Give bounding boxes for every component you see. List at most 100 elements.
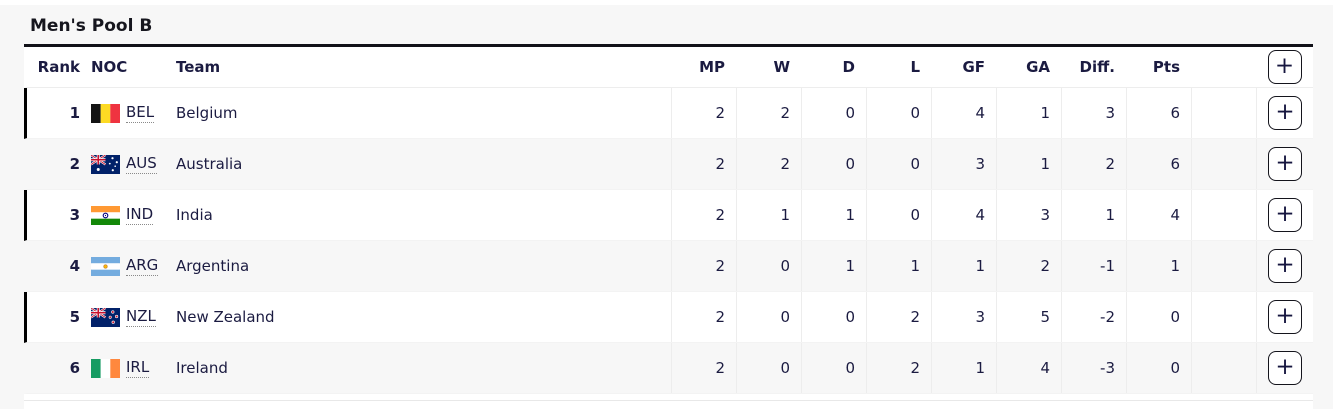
expand-all-button[interactable]: + [1267,50,1302,84]
stat-ga: 2 [996,241,1061,291]
header-rule [24,44,1313,47]
stat-d: 0 [801,343,866,393]
stat-w: 2 [736,88,801,138]
table-row: 5 [24,292,1313,343]
noc-code: AUS [126,153,157,174]
aus-flag-icon [91,154,120,174]
stat-w: 1 [736,190,801,240]
team-name: Australia [176,155,243,173]
stat-mp: 2 [671,343,736,393]
stat-l: 1 [866,241,931,291]
header-rank: Rank [37,58,80,76]
header-d: D [842,58,855,76]
row-spacer [1191,190,1256,240]
noc-code: ARG [126,255,159,276]
stat-ga: 5 [996,292,1061,342]
noc-code: BEL [126,102,155,123]
stat-d: 0 [801,139,866,189]
stat-w: 2 [736,139,801,189]
stat-gf: 3 [931,139,996,189]
stat-gf: 1 [931,343,996,393]
stat-l: 0 [866,88,931,138]
stat-gf: 4 [931,88,996,138]
stat-diff: 2 [1061,139,1126,189]
stat-ga: 1 [996,139,1061,189]
ind-flag-icon [91,205,120,225]
arg-flag-icon [91,256,120,276]
stat-pts: 1 [1126,241,1191,291]
header-spacer [1191,47,1256,87]
stat-diff: -1 [1061,241,1126,291]
stat-diff: 1 [1061,190,1126,240]
header-l: L [910,58,920,76]
stat-diff: -2 [1061,292,1126,342]
stat-ga: 1 [996,88,1061,138]
expand-row-button[interactable]: + [1268,96,1302,130]
stat-d: 1 [801,241,866,291]
expand-row-button[interactable]: + [1268,300,1302,334]
header-team: Team [176,58,221,76]
rank-value: 1 [69,104,80,122]
expand-row-button[interactable]: + [1268,249,1302,283]
stat-diff: -3 [1061,343,1126,393]
stat-diff: 3 [1061,88,1126,138]
team-name: Belgium [176,104,238,122]
rank-value: 2 [69,155,80,173]
standings-widget: Men's Pool B Rank NOC Team MP W D L GF G… [0,15,1333,409]
table-row: 3 IND India 2 1 1 0 4 3 1 [24,190,1313,241]
stat-w: 0 [736,241,801,291]
table-row: 2 [24,139,1313,190]
expand-row-button[interactable]: + [1268,351,1302,385]
stat-mp: 2 [671,292,736,342]
header-noc: NOC [91,58,128,76]
expand-row-button[interactable]: + [1268,198,1302,232]
table-footer-area [24,394,1313,409]
header-ga: GA [1026,58,1050,76]
stat-w: 0 [736,292,801,342]
team-name: Argentina [176,257,250,275]
stat-d: 0 [801,292,866,342]
stat-ga: 4 [996,343,1061,393]
table-row: 6 IRL Ireland 2 0 0 2 1 4 -3 0 + [24,343,1313,394]
header-gf: GF [962,58,985,76]
standings-table: Rank NOC Team MP W D L GF GA Diff. Pts +… [24,44,1313,409]
stat-mp: 2 [671,139,736,189]
stat-pts: 6 [1126,139,1191,189]
footer-hairline [24,394,1313,401]
header-mp: MP [699,58,725,76]
rank-value: 3 [69,206,80,224]
row-spacer [1191,88,1256,138]
bel-flag-icon [91,103,120,123]
row-spacer [1191,343,1256,393]
stat-ga: 3 [996,190,1061,240]
team-name: Ireland [176,359,228,377]
header-diff: Diff. [1079,58,1115,76]
stat-pts: 4 [1126,190,1191,240]
stat-mp: 2 [671,88,736,138]
header-pts: Pts [1152,58,1180,76]
row-spacer [1191,241,1256,291]
noc-code: NZL [126,306,156,327]
stat-mp: 2 [671,190,736,240]
rank-value: 5 [69,308,80,326]
stat-pts: 6 [1126,88,1191,138]
stat-d: 0 [801,88,866,138]
row-spacer [1191,139,1256,189]
rank-value: 6 [69,359,80,377]
stat-l: 2 [866,343,931,393]
stat-l: 0 [866,139,931,189]
team-name: New Zealand [176,308,275,326]
table-header-row: Rank NOC Team MP W D L GF GA Diff. Pts + [24,47,1313,88]
noc-code: IRL [126,357,150,378]
row-spacer [1191,292,1256,342]
expand-row-button[interactable]: + [1268,147,1302,181]
pool-title: Men's Pool B [30,16,153,36]
table-row: 1 BEL Belgium 2 2 0 0 4 1 3 6 + [24,88,1313,139]
stat-l: 2 [866,292,931,342]
header-w: W [773,58,790,76]
stat-pts: 0 [1126,343,1191,393]
stat-gf: 3 [931,292,996,342]
table-row: 4 ARG Argentina 2 0 1 1 1 2 -1 1 [24,241,1313,292]
rank-value: 4 [69,257,80,275]
stat-gf: 1 [931,241,996,291]
